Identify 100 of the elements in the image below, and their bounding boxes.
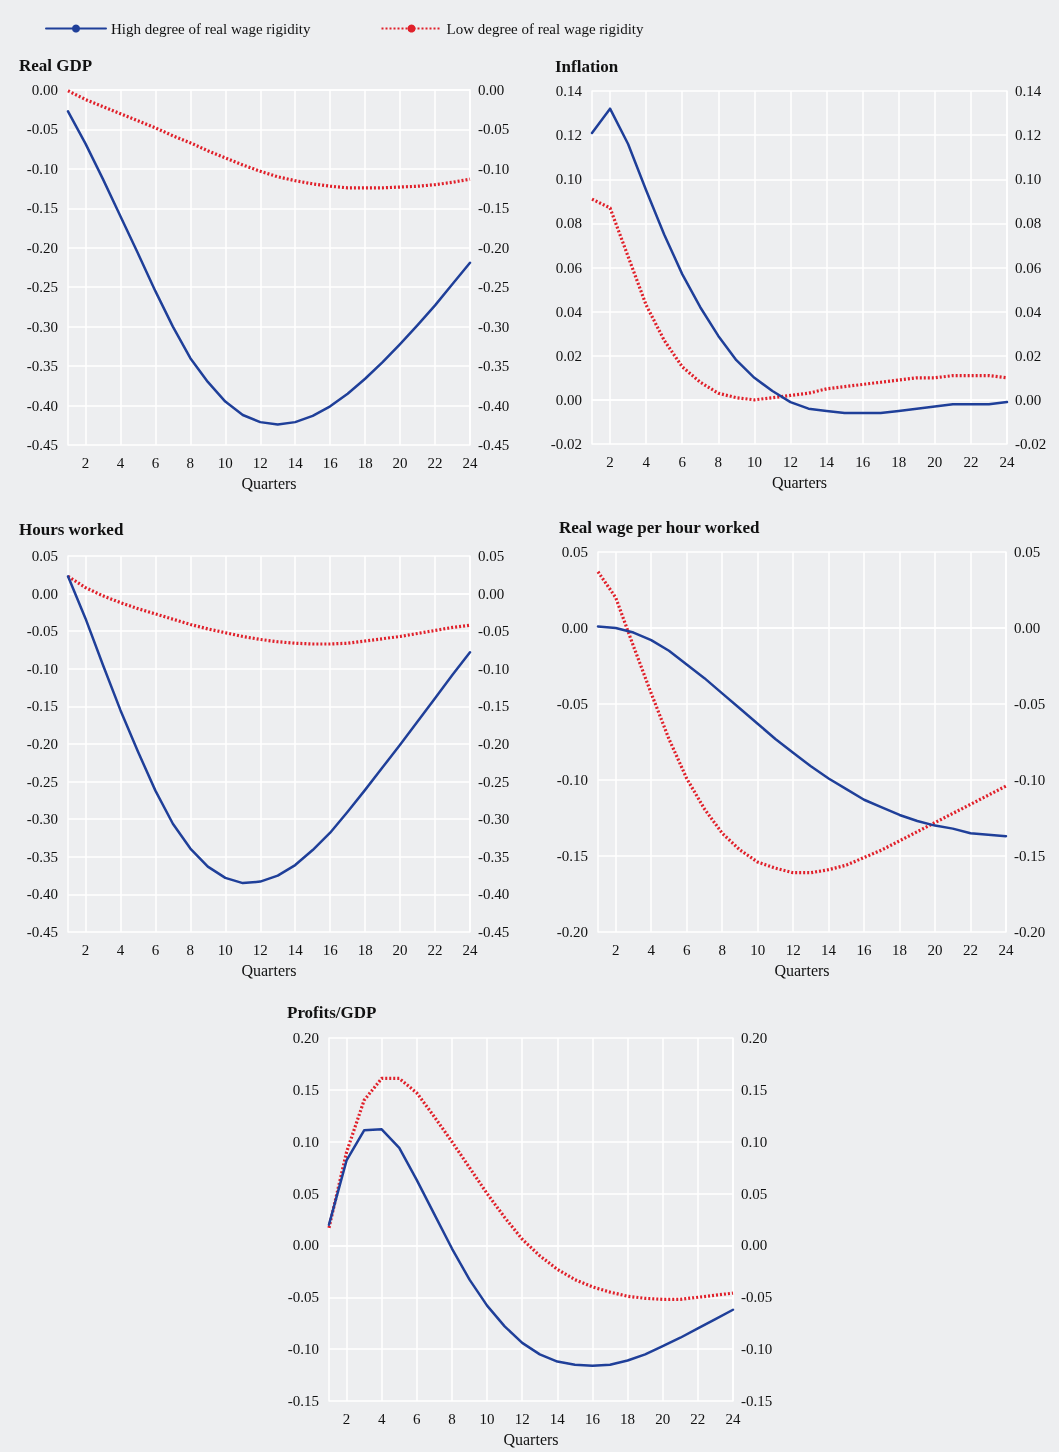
x-tick-label: 24 bbox=[725, 1410, 741, 1427]
x-tick-label: 22 bbox=[427, 454, 443, 471]
x-axis-title: Quarters bbox=[771, 473, 828, 491]
x-tick-label: 10 bbox=[217, 941, 233, 958]
line-series bbox=[66, 89, 472, 190]
x-tick-label: 20 bbox=[655, 1410, 671, 1427]
chart-title: Real GDP bbox=[19, 56, 93, 75]
y-tick-label: -0.15 bbox=[287, 1393, 319, 1409]
y-tick-label: 0.00 bbox=[31, 82, 58, 98]
y-tick-label: -0.40 bbox=[26, 886, 58, 903]
y2-tick-label: -0.15 bbox=[741, 1393, 773, 1409]
y-tick-label: 0.02 bbox=[555, 347, 582, 364]
line-series bbox=[66, 575, 472, 885]
x-tick-label: 6 bbox=[413, 1410, 422, 1427]
x-tick-label: 18 bbox=[357, 454, 373, 471]
y-tick-label: -0.20 bbox=[26, 239, 58, 256]
y-tick-label: 0.14 bbox=[555, 83, 583, 99]
y-tick-label: 0.10 bbox=[292, 1133, 319, 1150]
x-axis-title: Quarters bbox=[503, 1430, 559, 1448]
y-tick-label: -0.15 bbox=[26, 698, 58, 715]
x-tick-label: 12 bbox=[782, 453, 798, 470]
x-axis-title: Quarters bbox=[774, 961, 830, 979]
y-tick-label: 0.05 bbox=[292, 1185, 319, 1202]
y2-tick-label: 0.04 bbox=[1015, 303, 1042, 320]
y-tick-label: -0.10 bbox=[556, 772, 588, 788]
y2-tick-label: -0.15 bbox=[1014, 848, 1046, 864]
x-tick-label: 18 bbox=[620, 1410, 636, 1427]
line-series bbox=[590, 197, 1009, 402]
x-tick-label: 14 bbox=[819, 453, 835, 470]
x-tick-label: 4 bbox=[647, 941, 656, 958]
y2-tick-label: 0.05 bbox=[741, 1185, 768, 1202]
y2-tick-label: -0.15 bbox=[478, 200, 510, 217]
x-tick-label: 4 bbox=[377, 1410, 386, 1427]
chart-title: Profits/GDP bbox=[287, 1003, 377, 1022]
y2-tick-label: -0.20 bbox=[478, 736, 510, 752]
x-tick-label: 2 bbox=[81, 941, 90, 958]
y2-tick-label: -0.05 bbox=[478, 121, 510, 138]
x-tick-label: 10 bbox=[746, 453, 762, 470]
y2-tick-label: 0.00 bbox=[478, 585, 505, 602]
y-tick-label: -0.45 bbox=[26, 437, 58, 453]
y-tick-label: 0.00 bbox=[561, 620, 588, 636]
x-tick-label: 2 bbox=[606, 453, 614, 470]
y-tick-label: 0.00 bbox=[555, 391, 582, 408]
legend-label: Low degree of real wage rigidity bbox=[446, 20, 644, 37]
y-tick-label: -0.35 bbox=[26, 358, 58, 375]
y2-tick-label: -0.25 bbox=[478, 773, 510, 790]
x-tick-label: 16 bbox=[322, 941, 339, 958]
y-tick-label: -0.25 bbox=[26, 279, 58, 296]
y-tick-label: 0.15 bbox=[292, 1081, 319, 1098]
y2-tick-label: -0.30 bbox=[478, 318, 510, 335]
x-tick-label: 24 bbox=[998, 941, 1014, 958]
y2-tick-label: -0.40 bbox=[478, 886, 510, 903]
x-axis-title: Quarters bbox=[241, 961, 297, 979]
line-series bbox=[327, 1076, 735, 1301]
y2-tick-label: -0.10 bbox=[741, 1341, 773, 1358]
y2-tick-label: -0.30 bbox=[478, 811, 510, 828]
y2-tick-label: -0.10 bbox=[1014, 772, 1046, 788]
line-series bbox=[66, 574, 472, 646]
x-tick-label: 16 bbox=[322, 454, 339, 471]
x-tick-label: 18 bbox=[891, 453, 907, 470]
x-tick-label: 10 bbox=[750, 941, 766, 958]
x-tick-label: 4 bbox=[116, 454, 125, 471]
x-axis-title: Quarters bbox=[241, 474, 297, 492]
x-tick-label: 2 bbox=[342, 1410, 351, 1427]
y-tick-label: 0.10 bbox=[555, 171, 582, 188]
y2-tick-label: 0.00 bbox=[741, 1237, 768, 1254]
y-tick-label: -0.10 bbox=[287, 1341, 319, 1358]
x-tick-label: 16 bbox=[856, 941, 873, 958]
y2-tick-label: -0.02 bbox=[1015, 436, 1047, 452]
y2-tick-label: 0.08 bbox=[1015, 215, 1042, 232]
y-tick-label: -0.02 bbox=[550, 436, 582, 452]
y2-tick-label: 0.14 bbox=[1015, 83, 1042, 99]
y2-tick-label: -0.05 bbox=[478, 623, 510, 640]
y2-tick-label: 0.10 bbox=[741, 1133, 768, 1150]
x-tick-label: 8 bbox=[718, 941, 726, 958]
line-series bbox=[596, 625, 1008, 838]
y2-tick-label: 0.15 bbox=[741, 1081, 768, 1098]
x-tick-label: 12 bbox=[252, 454, 268, 471]
y2-tick-label: -0.40 bbox=[478, 397, 510, 414]
y2-tick-label: 0.00 bbox=[1015, 391, 1042, 408]
x-tick-label: 12 bbox=[252, 941, 268, 958]
x-tick-label: 22 bbox=[963, 453, 979, 470]
x-tick-label: 20 bbox=[392, 941, 408, 958]
y-tick-label: -0.15 bbox=[556, 848, 588, 864]
y2-tick-label: 0.12 bbox=[1015, 127, 1042, 144]
y-tick-label: -0.30 bbox=[26, 811, 58, 828]
line-series bbox=[590, 107, 1009, 415]
y-tick-label: -0.45 bbox=[26, 924, 58, 940]
x-tick-label: 12 bbox=[514, 1410, 530, 1427]
chart-title: Hours worked bbox=[19, 520, 124, 539]
x-tick-label: 16 bbox=[584, 1410, 601, 1427]
y2-tick-label: 0.05 bbox=[1014, 544, 1041, 560]
x-tick-label: 4 bbox=[116, 941, 125, 958]
x-tick-label: 22 bbox=[427, 941, 443, 958]
x-tick-label: 14 bbox=[287, 454, 304, 471]
x-tick-label: 22 bbox=[690, 1410, 706, 1427]
x-tick-label: 24 bbox=[999, 453, 1015, 470]
x-tick-label: 6 bbox=[151, 941, 160, 958]
chart-title: Real wage per hour worked bbox=[559, 518, 761, 537]
y-tick-label: 0.04 bbox=[555, 303, 583, 320]
